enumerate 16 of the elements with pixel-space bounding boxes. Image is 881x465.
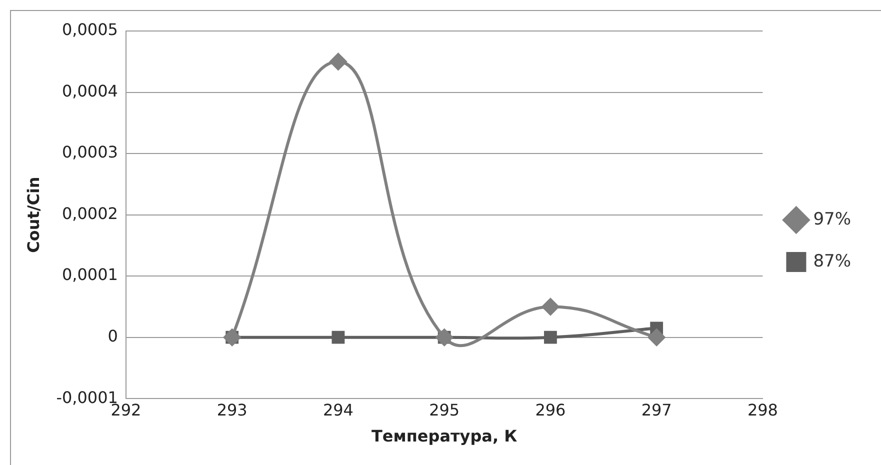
- y-tick-label: 0,0003: [62, 142, 118, 162]
- x-tick-label: 294: [322, 400, 354, 420]
- x-tick-label: 295: [429, 400, 460, 420]
- x-axis-title: Температура, К: [371, 426, 518, 446]
- y-tick-label: 0,0005: [62, 20, 118, 40]
- x-tick-label: 298: [747, 400, 778, 420]
- x-tick-label: 293: [216, 400, 248, 420]
- legend-label: 97%: [813, 209, 852, 230]
- y-tick-label: 0: [108, 326, 118, 346]
- legend-label: 87%: [813, 251, 852, 272]
- y-tick-label: 0,0004: [62, 81, 118, 100]
- x-tick-label: 297: [641, 400, 672, 420]
- x-tick-label: 296: [535, 400, 566, 420]
- y-tick-label: 0,0002: [62, 204, 118, 223]
- y-tick-label: 0,0001: [62, 265, 118, 284]
- y-axis-title: Cout/Cin: [24, 176, 43, 253]
